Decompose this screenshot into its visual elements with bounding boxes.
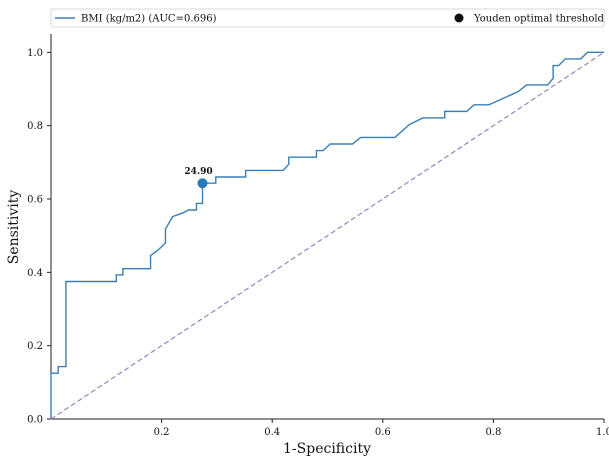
x-tick-label: 1.0 — [596, 427, 609, 438]
y-tick-label: 0.0 — [27, 415, 43, 426]
x-tick-label: 0.6 — [375, 427, 391, 438]
y-tick-label: 0.2 — [27, 341, 43, 352]
x-tick-label: 0.2 — [154, 427, 170, 438]
x-tick-label: 0.8 — [485, 427, 501, 438]
y-tick-label: 1.0 — [27, 48, 43, 59]
legend-label-bmi: BMI (kg/m2) (AUC=0.696) — [81, 14, 217, 25]
roc-curve-line — [50, 51, 604, 419]
axes — [50, 34, 604, 420]
youden-threshold-label: 24.90 — [184, 167, 212, 177]
youden-threshold-point — [197, 178, 208, 189]
y-tick-label: 0.6 — [27, 195, 43, 206]
legend-label-youden: Youden optimal threshold — [473, 14, 605, 25]
y-axis-title: Sensitivity — [6, 190, 22, 265]
x-tick-label: 0.4 — [264, 427, 280, 438]
y-tick-label: 0.4 — [27, 268, 43, 279]
ticks: 0.2 0.4 0.6 0.8 1.0 0.0 0.2 0.4 0.6 0.8 1.0 — [27, 48, 609, 438]
plot-area: 24.90 — [50, 51, 605, 420]
chance-diagonal-line — [50, 51, 605, 420]
x-axis-title: 1-Specificity — [283, 441, 371, 457]
legend-dot-swatch — [454, 13, 464, 23]
legend-frame — [50, 8, 605, 28]
legend: BMI (kg/m2) (AUC=0.696) Youden optimal t… — [50, 8, 605, 28]
y-tick-label: 0.8 — [27, 121, 43, 132]
